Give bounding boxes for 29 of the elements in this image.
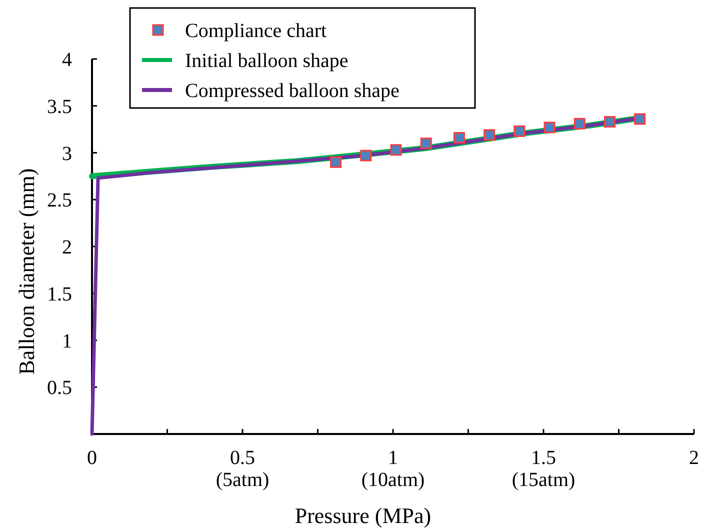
point xyxy=(514,125,526,137)
legend-label: Compressed balloon shape xyxy=(185,80,400,102)
y-tick-label: 4 xyxy=(62,49,72,71)
x-tick-label: 1 (10atm) xyxy=(361,447,425,491)
point xyxy=(330,156,342,168)
point xyxy=(484,129,496,141)
point xyxy=(574,118,586,130)
point xyxy=(390,144,402,156)
y-axis-title: Balloon diameter (mm) xyxy=(14,168,39,375)
legend-label: Initial balloon shape xyxy=(185,50,348,72)
point xyxy=(420,138,432,150)
point xyxy=(634,113,646,125)
y-tick-label: 1 xyxy=(62,330,72,352)
point xyxy=(360,150,372,162)
y-tick-label: 1.5 xyxy=(47,283,72,306)
y-tick-label: 3.5 xyxy=(47,96,72,118)
point xyxy=(453,132,465,144)
x-tick-label: 1.5 (15atm) xyxy=(512,447,576,491)
y-tick-label: 3 xyxy=(62,142,72,165)
x-tick-label: 0.5 (5atm) xyxy=(216,447,270,491)
y-tick-label: 2.5 xyxy=(47,190,72,212)
x-tick-label: 0 xyxy=(87,447,97,469)
x-axis-title: Pressure (MPa) xyxy=(294,503,432,528)
y-tick-label: 0.5 xyxy=(47,377,72,400)
point xyxy=(604,116,616,128)
legend-label: Compliance chart xyxy=(185,20,328,42)
y-tick-label: 2 xyxy=(62,236,72,258)
point xyxy=(544,122,556,134)
x-tick-label: 2 xyxy=(689,447,699,469)
